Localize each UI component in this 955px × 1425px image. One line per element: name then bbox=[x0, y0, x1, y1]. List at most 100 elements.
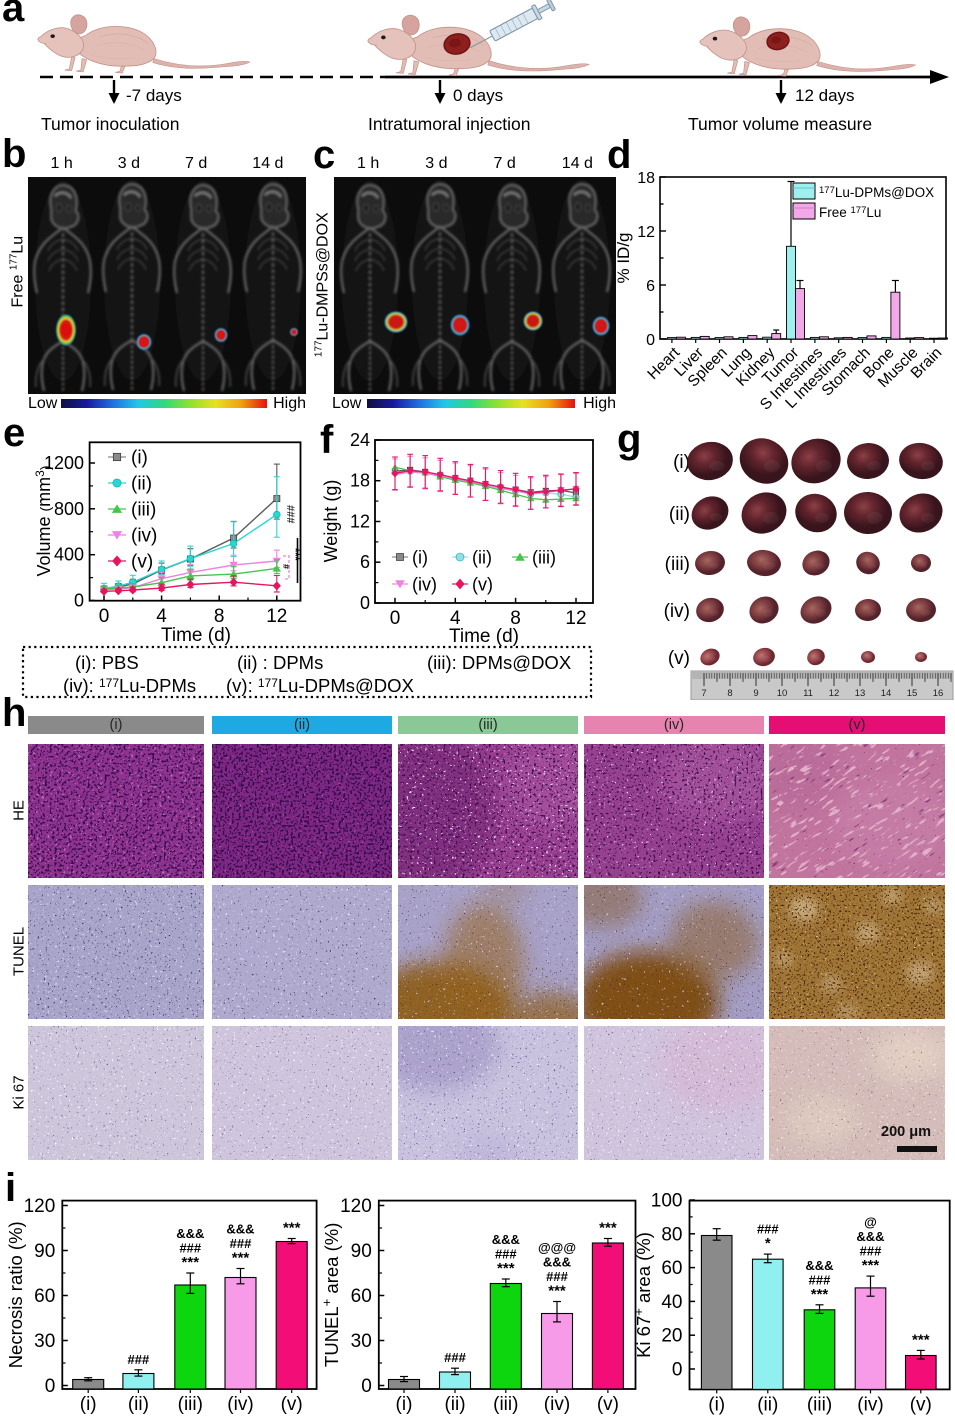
svg-text:0: 0 bbox=[646, 332, 655, 349]
svg-text:(iv): (iv) bbox=[544, 1394, 570, 1415]
svg-text:(v): 177Lu-DPMs@DOX: (v): 177Lu-DPMs@DOX bbox=[226, 675, 414, 696]
svg-text:0: 0 bbox=[361, 1376, 372, 1397]
svg-text:Weight (g): Weight (g) bbox=[321, 480, 341, 563]
svg-text:0: 0 bbox=[99, 606, 110, 627]
svg-text:8: 8 bbox=[214, 606, 225, 627]
svg-text:30: 30 bbox=[351, 1331, 372, 1352]
svg-text:***: *** bbox=[497, 1260, 515, 1277]
svg-text:Volume (mm3): Volume (mm3) bbox=[33, 465, 54, 576]
svg-text:6: 6 bbox=[646, 278, 655, 295]
svg-text:(v): (v) bbox=[910, 1394, 932, 1415]
svg-text:(i): (i) bbox=[673, 452, 690, 473]
svg-text:14: 14 bbox=[881, 688, 892, 699]
svg-text:***: *** bbox=[289, 548, 301, 562]
svg-text:(iv): 177Lu-DPMs: (iv): 177Lu-DPMs bbox=[63, 675, 196, 696]
svg-text:15: 15 bbox=[907, 688, 918, 699]
svg-text:(iii): (iii) bbox=[807, 1394, 832, 1415]
svg-text:% ID/g: % ID/g bbox=[615, 232, 633, 283]
svg-text:(v): (v) bbox=[597, 1394, 619, 1415]
svg-text:&&&: &&& bbox=[856, 1229, 884, 1244]
svg-text:12: 12 bbox=[266, 606, 287, 627]
svg-text:90: 90 bbox=[34, 1241, 55, 1262]
svg-text:18: 18 bbox=[637, 170, 655, 187]
svg-text:(iv): (iv) bbox=[857, 1394, 883, 1415]
svg-text:(ii) : DPMs: (ii) : DPMs bbox=[237, 652, 323, 673]
svg-text:(ii): (ii) bbox=[128, 1394, 149, 1415]
svg-text:(iii): (iii) bbox=[178, 1394, 203, 1415]
svg-text:30: 30 bbox=[34, 1331, 55, 1352]
svg-text:18: 18 bbox=[350, 471, 370, 491]
svg-text:&&&: &&& bbox=[492, 1232, 520, 1247]
svg-text:40: 40 bbox=[661, 1292, 682, 1313]
svg-text:(v): (v) bbox=[668, 648, 690, 669]
svg-text:60: 60 bbox=[351, 1286, 372, 1307]
svg-text:***: *** bbox=[283, 1220, 301, 1237]
svg-text:0: 0 bbox=[45, 1376, 56, 1397]
svg-text:Necrosis ratio (%): Necrosis ratio (%) bbox=[5, 1221, 26, 1368]
svg-text:800: 800 bbox=[54, 499, 84, 519]
svg-text:90: 90 bbox=[351, 1241, 372, 1262]
svg-text:12: 12 bbox=[565, 608, 586, 629]
svg-text:(ii): (ii) bbox=[131, 474, 152, 495]
svg-text:***: *** bbox=[912, 1331, 930, 1348]
svg-text:###: ### bbox=[546, 1269, 568, 1284]
svg-text:***: *** bbox=[811, 1286, 829, 1303]
svg-text:###: ### bbox=[757, 1222, 779, 1237]
svg-text:20: 20 bbox=[661, 1326, 682, 1347]
svg-text:(v): (v) bbox=[281, 1394, 303, 1415]
svg-text:(iii): (iii) bbox=[532, 548, 556, 568]
svg-text:16: 16 bbox=[933, 688, 944, 699]
svg-text:(ii): (ii) bbox=[472, 548, 492, 568]
svg-text:60: 60 bbox=[34, 1286, 55, 1307]
svg-text:&&&: &&& bbox=[543, 1255, 571, 1270]
svg-text:*: * bbox=[765, 1235, 771, 1252]
svg-text:Time (d): Time (d) bbox=[161, 625, 231, 646]
svg-text:12: 12 bbox=[637, 224, 655, 241]
svg-text:(i): PBS: (i): PBS bbox=[75, 652, 139, 673]
svg-text:8: 8 bbox=[510, 608, 521, 629]
svg-text:###: ### bbox=[284, 505, 296, 523]
svg-text:***: *** bbox=[862, 1257, 880, 1274]
svg-text:400: 400 bbox=[54, 545, 84, 565]
svg-text:(iii): DPMs@DOX: (iii): DPMs@DOX bbox=[427, 652, 571, 673]
svg-text:###: ### bbox=[860, 1244, 882, 1259]
svg-text:(i): (i) bbox=[80, 1394, 97, 1415]
svg-text:***: *** bbox=[232, 1250, 250, 1267]
svg-text:###: ### bbox=[809, 1272, 831, 1287]
svg-text:7: 7 bbox=[701, 688, 706, 699]
svg-text:&&&: &&& bbox=[176, 1226, 204, 1241]
svg-text:#: # bbox=[281, 564, 291, 569]
svg-text:4: 4 bbox=[450, 608, 461, 629]
svg-text:(v): (v) bbox=[472, 575, 493, 595]
svg-text:***: *** bbox=[599, 1220, 617, 1237]
svg-text:(iii): (iii) bbox=[665, 554, 690, 575]
svg-text:11: 11 bbox=[803, 688, 813, 699]
svg-text:&&&: &&& bbox=[805, 1258, 833, 1273]
svg-text:###: ### bbox=[128, 1352, 150, 1367]
svg-text:(iii): (iii) bbox=[493, 1394, 518, 1415]
svg-text:12: 12 bbox=[350, 512, 370, 532]
svg-text:120: 120 bbox=[340, 1196, 372, 1217]
svg-text:(ii): (ii) bbox=[444, 1394, 465, 1415]
svg-text:9: 9 bbox=[753, 688, 758, 699]
svg-text:&&&: &&& bbox=[226, 1222, 254, 1237]
svg-text:(i): (i) bbox=[396, 1394, 413, 1415]
svg-text:###: ### bbox=[230, 1236, 252, 1251]
svg-text:TUNEL+ area (%): TUNEL+ area (%) bbox=[319, 1223, 342, 1367]
svg-text:(i): (i) bbox=[708, 1394, 725, 1415]
svg-text:(ii): (ii) bbox=[669, 504, 690, 525]
svg-text:Free 177Lu: Free 177Lu bbox=[819, 205, 881, 220]
svg-text:(iii): (iii) bbox=[131, 500, 156, 521]
svg-text:24: 24 bbox=[350, 430, 370, 450]
svg-text:60: 60 bbox=[661, 1258, 682, 1279]
svg-text:Time (d): Time (d) bbox=[449, 626, 519, 647]
svg-text:8: 8 bbox=[727, 688, 732, 699]
svg-text:6: 6 bbox=[360, 552, 370, 572]
svg-text:***: *** bbox=[548, 1283, 566, 1300]
svg-text:100: 100 bbox=[651, 1191, 683, 1212]
svg-text:(i): (i) bbox=[412, 548, 428, 568]
svg-text:@: @ bbox=[864, 1215, 877, 1230]
svg-text:(iv): (iv) bbox=[131, 526, 157, 547]
svg-text:Ki 67+ area (%): Ki 67+ area (%) bbox=[631, 1232, 654, 1358]
svg-text:###: ### bbox=[179, 1241, 201, 1256]
